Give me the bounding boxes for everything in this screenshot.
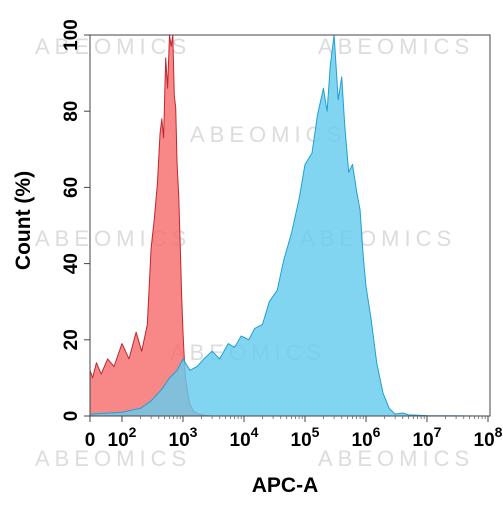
- watermark-text: ABEOMICS: [35, 446, 191, 471]
- x-tick-label: 107: [413, 424, 442, 451]
- x-tick-label: 108: [474, 424, 503, 451]
- y-tick-label: 40: [61, 253, 82, 274]
- axes: 0 20 40 60 80 100 0 102 103 104 105 106 107 108: [61, 19, 503, 451]
- watermark-text: ABEOMICS: [35, 34, 191, 59]
- y-tick-label: 60: [61, 177, 82, 198]
- watermark-text: ABEOMICS: [318, 34, 474, 59]
- y-tick-label: 80: [61, 101, 82, 122]
- x-tick-label: 102: [108, 424, 137, 451]
- x-tick-label: 106: [352, 424, 381, 451]
- x-tick-label: 0: [85, 430, 96, 451]
- x-axis-title: APC-A: [252, 474, 319, 497]
- y-tick-label: 100: [61, 19, 82, 51]
- y-tick-label: 20: [61, 329, 82, 350]
- x-tick-label: 103: [169, 424, 198, 451]
- y-axis-title: Count (%): [12, 171, 35, 270]
- y-tick-label: 0: [61, 411, 82, 422]
- watermark-text: ABEOMICS: [318, 446, 474, 471]
- histogram-series-2: [89, 34, 489, 417]
- plot-series: [89, 34, 489, 417]
- plot-frame: [89, 34, 491, 417]
- x-tick-label: 105: [291, 424, 320, 451]
- x-tick-label: 104: [230, 424, 259, 451]
